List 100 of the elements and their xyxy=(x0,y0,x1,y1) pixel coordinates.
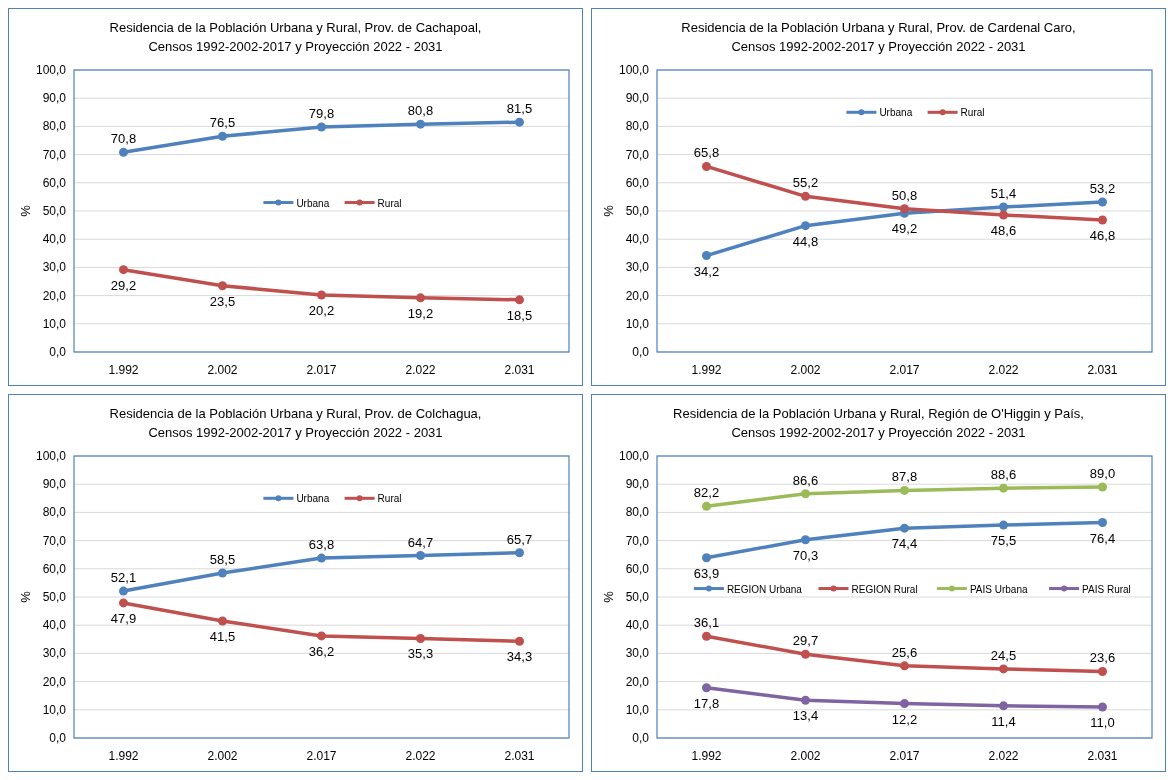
x-tick-label: 2.022 xyxy=(405,363,436,377)
point xyxy=(999,520,1008,530)
data-label: 70,3 xyxy=(792,547,819,563)
x-tick-label: 2.002 xyxy=(207,363,238,377)
x-tick-label: 2.031 xyxy=(1087,749,1118,763)
data-label: 25,6 xyxy=(891,644,918,660)
point xyxy=(1098,518,1107,528)
x-tick-label: 2.002 xyxy=(790,749,821,763)
x-tick-label: 2.002 xyxy=(790,363,821,377)
data-label: 70,8 xyxy=(110,131,137,147)
data-label: 50,8 xyxy=(891,187,918,203)
y-tick-label: 70,0 xyxy=(42,533,67,548)
legend-label: Urbana xyxy=(296,493,330,505)
y-tick-label: 50,0 xyxy=(625,204,650,218)
y-tick-label: 20,0 xyxy=(625,674,650,689)
data-label: 18,5 xyxy=(506,307,533,323)
data-label: 89,0 xyxy=(1089,466,1116,482)
point xyxy=(702,553,711,563)
data-label: 23,5 xyxy=(209,293,236,309)
y-tick-label: 20,0 xyxy=(42,674,67,689)
x-tick-label: 1.992 xyxy=(691,363,722,377)
y-tick-label: 70,0 xyxy=(625,147,650,162)
y-tick-label: 10,0 xyxy=(42,316,67,331)
data-label: 65,7 xyxy=(506,531,533,547)
data-label: 76,5 xyxy=(209,115,236,131)
point xyxy=(119,147,128,157)
y-axis-title: % xyxy=(18,590,33,603)
y-tick-label: 90,0 xyxy=(625,477,650,492)
legend-label: Rural xyxy=(377,493,402,505)
y-tick-label: 20,0 xyxy=(42,288,67,303)
point xyxy=(1098,197,1107,207)
x-tick-label: 1.992 xyxy=(108,363,139,377)
data-label: 51,4 xyxy=(990,186,1017,202)
data-label: 65,8 xyxy=(693,145,720,161)
legend-label: REGION Urbana xyxy=(726,583,803,595)
y-tick-label: 90,0 xyxy=(42,91,67,106)
data-label: 88,6 xyxy=(990,467,1017,483)
point xyxy=(515,636,524,646)
point xyxy=(1098,702,1107,712)
data-label: 24,5 xyxy=(990,647,1017,663)
data-label: 34,3 xyxy=(506,649,533,665)
y-tick-label: 40,0 xyxy=(42,618,67,633)
data-label: 36,1 xyxy=(693,615,720,631)
y-tick-label: 40,0 xyxy=(625,618,650,633)
y-tick-label: 70,0 xyxy=(42,147,67,162)
y-tick-label: 10,0 xyxy=(625,702,650,717)
point xyxy=(515,117,524,127)
data-label: 55,2 xyxy=(792,175,819,191)
point xyxy=(702,683,711,693)
y-tick-label: 60,0 xyxy=(42,175,67,190)
y-tick-label: 100,0 xyxy=(618,63,650,77)
y-tick-label: 50,0 xyxy=(625,590,650,604)
legend-label: Rural xyxy=(960,107,985,119)
data-label: 41,5 xyxy=(209,628,236,644)
point xyxy=(1098,482,1107,492)
y-tick-label: 30,0 xyxy=(42,646,67,661)
y-tick-label: 80,0 xyxy=(625,505,650,520)
data-label: 35,3 xyxy=(407,646,434,662)
data-label: 82,2 xyxy=(693,485,720,501)
point xyxy=(317,122,326,132)
x-tick-label: 1.992 xyxy=(691,749,722,763)
data-label: 12,2 xyxy=(891,711,918,727)
data-label: 11,0 xyxy=(1090,714,1115,730)
legend-label: Rural xyxy=(377,197,402,209)
x-tick-label: 1.992 xyxy=(108,749,139,763)
point xyxy=(317,290,326,300)
point xyxy=(801,649,810,659)
data-label: 75,5 xyxy=(990,533,1017,549)
point xyxy=(900,204,909,214)
data-label: 64,7 xyxy=(407,534,434,550)
point xyxy=(218,281,227,291)
x-tick-label: 2.022 xyxy=(405,749,436,763)
point xyxy=(801,695,810,705)
data-label: 23,6 xyxy=(1089,650,1116,666)
data-label: 46,8 xyxy=(1089,228,1116,244)
x-tick-label: 2.031 xyxy=(504,749,535,763)
data-label: 34,2 xyxy=(693,263,720,279)
data-label: 79,8 xyxy=(308,105,335,121)
y-tick-label: 100,0 xyxy=(35,63,67,77)
data-label: 49,2 xyxy=(891,221,918,237)
data-label: 76,4 xyxy=(1089,530,1116,546)
data-label: 74,4 xyxy=(891,536,918,552)
y-tick-label: 20,0 xyxy=(625,288,650,303)
point xyxy=(119,265,128,275)
point xyxy=(999,701,1008,711)
point xyxy=(702,631,711,641)
point xyxy=(900,485,909,495)
point xyxy=(119,586,128,596)
chart-title: Residencia de la Población Urbana y Rural, Región de O'Higgin y País, Censos 1992-2002-2017 y Proyección 2022 - 2031 xyxy=(673,406,1084,440)
x-tick-label: 2.031 xyxy=(1087,363,1118,377)
y-tick-label: 100,0 xyxy=(35,449,67,463)
y-tick-label: 90,0 xyxy=(625,91,650,106)
x-tick-label: 2.031 xyxy=(504,363,535,377)
y-axis-title: % xyxy=(601,204,616,217)
data-label: 19,2 xyxy=(407,305,434,321)
point xyxy=(900,699,909,709)
y-tick-label: 90,0 xyxy=(42,477,67,492)
data-label: 52,1 xyxy=(110,570,137,586)
y-tick-label: 70,0 xyxy=(625,533,650,548)
data-label: 17,8 xyxy=(693,695,720,711)
